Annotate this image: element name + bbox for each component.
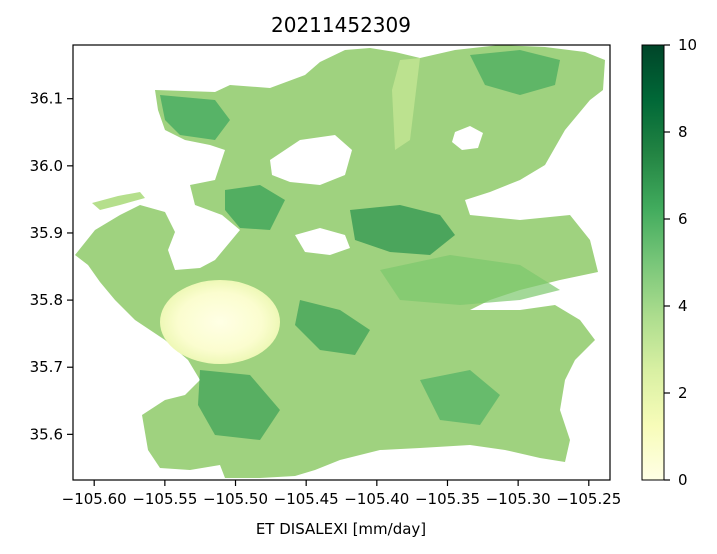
y-tick-label: 35.9 bbox=[30, 224, 63, 242]
no-data-gap bbox=[452, 126, 483, 150]
colorbar-tick-label: 6 bbox=[678, 210, 688, 228]
colorbar-axis: 0 2 4 6 8 10 bbox=[664, 36, 697, 489]
y-tick-label: 35.6 bbox=[30, 425, 63, 443]
et-mid-zone bbox=[380, 255, 560, 305]
x-tick-label: −105.35 bbox=[415, 490, 480, 508]
plot-area bbox=[75, 45, 605, 478]
no-data-gap bbox=[295, 228, 350, 255]
x-tick-label: −105.55 bbox=[132, 490, 197, 508]
x-tick-label: −105.45 bbox=[274, 490, 339, 508]
colorbar-tick-label: 2 bbox=[678, 384, 688, 402]
x-tick-label: −105.50 bbox=[203, 490, 268, 508]
x-axis-label: ET DISALEXI [mm/day] bbox=[256, 520, 426, 538]
et-high-zone bbox=[160, 95, 230, 140]
et-high-zone bbox=[198, 370, 280, 440]
no-data-gap bbox=[270, 135, 352, 185]
colorbar-tick-label: 0 bbox=[678, 471, 688, 489]
colorbar-tick-label: 8 bbox=[678, 123, 688, 141]
et-high-zone bbox=[350, 205, 455, 255]
plot-frame bbox=[72, 44, 611, 481]
x-axis: −105.60 −105.55 −105.50 −105.45 −105.40 −105.… bbox=[62, 480, 621, 508]
y-tick-label: 36.1 bbox=[30, 90, 63, 108]
y-tick-label: 35.7 bbox=[30, 358, 63, 376]
colorbar-tick-label: 10 bbox=[678, 36, 697, 54]
et-raster-region bbox=[75, 45, 605, 478]
y-tick-label: 35.8 bbox=[30, 291, 63, 309]
et-high-zone bbox=[225, 185, 285, 230]
x-tick-label: −105.30 bbox=[486, 490, 551, 508]
et-mid-zone bbox=[392, 58, 420, 150]
y-axis: 35.6 35.7 35.8 35.9 36.0 36.1 bbox=[30, 90, 73, 443]
colorbar-tick-label: 4 bbox=[678, 297, 688, 315]
et-low-zone bbox=[160, 280, 280, 364]
et-high-zone bbox=[420, 370, 500, 425]
y-tick-label: 36.0 bbox=[30, 157, 63, 175]
et-high-zone bbox=[295, 300, 370, 355]
et-high-zone bbox=[470, 50, 560, 95]
x-tick-label: −105.40 bbox=[344, 490, 409, 508]
et-raster-region bbox=[92, 192, 145, 210]
x-tick-label: −105.60 bbox=[62, 490, 127, 508]
x-tick-label: −105.25 bbox=[556, 490, 621, 508]
map-title: 20211452309 bbox=[271, 13, 411, 37]
colorbar bbox=[641, 44, 665, 481]
